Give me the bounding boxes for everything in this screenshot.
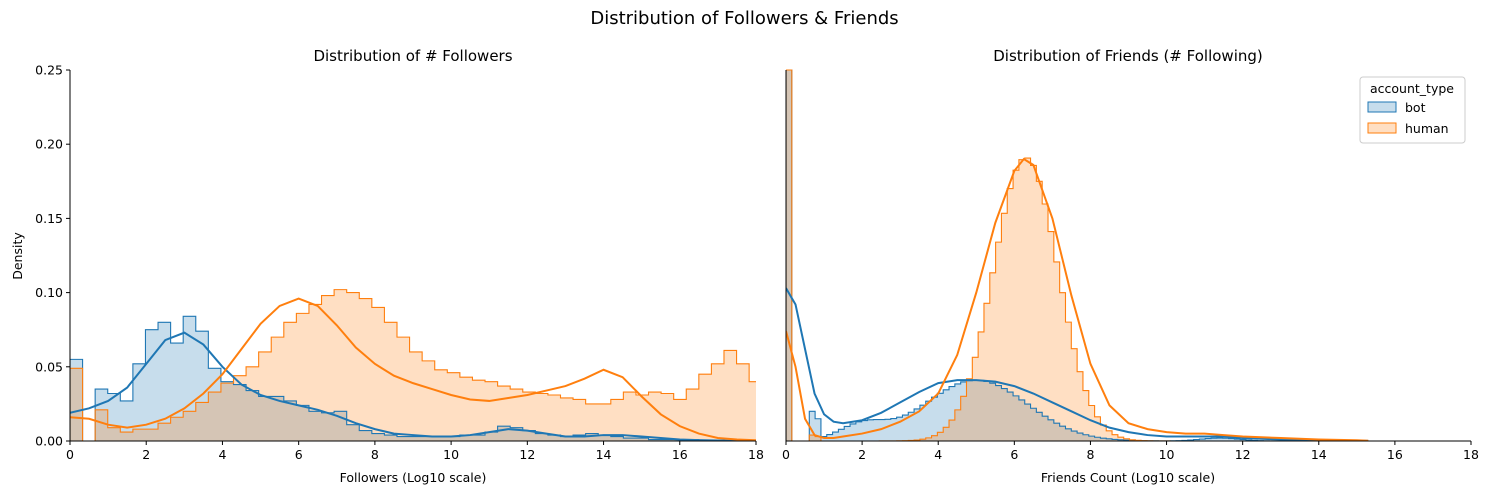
friends-x-tick-label: 18 — [1463, 447, 1479, 462]
followers-x-tick-label: 0 — [66, 447, 74, 462]
friends-panel-title: Distribution of Friends (# Following) — [993, 47, 1263, 65]
figure-suptitle: Distribution of Followers & Friends — [590, 8, 898, 29]
friends-x-tick-label: 12 — [1235, 447, 1251, 462]
followers-hist-fill-human — [70, 289, 756, 441]
followers-x-tick-label: 6 — [295, 447, 303, 462]
panel-friends: Distribution of Friends (# Following) Fr… — [782, 47, 1479, 485]
followers-y-tick-label: 0.15 — [35, 211, 63, 226]
followers-x-axis-label: Followers (Log10 scale) — [340, 470, 487, 485]
friends-kde-line-human — [786, 157, 1369, 441]
followers-hist-fill-bot — [70, 316, 750, 441]
friends-kde-line-bot — [786, 287, 1369, 441]
friends-x-tick-label: 16 — [1387, 447, 1403, 462]
followers-hist-outline-human — [70, 289, 756, 441]
legend-swatch-bot — [1367, 101, 1397, 113]
followers-x-tick-label: 8 — [371, 447, 379, 462]
followers-y-tick-label: 0.25 — [35, 63, 63, 78]
followers-x-tick-label: 12 — [519, 447, 535, 462]
friends-x-tick-label: 8 — [1086, 447, 1094, 462]
legend-title: account_type — [1370, 81, 1454, 96]
legend: account_type bot human — [1359, 76, 1466, 144]
followers-y-tick-label: 0.20 — [35, 137, 63, 152]
friends-x-tick-label: 14 — [1311, 447, 1327, 462]
followers-plot-area: 0 2 4 6 8 10 12 14 16 18 0.00 0.05 0.10 0.15 0.20 0.25 — [35, 63, 764, 463]
followers-y-tick-label: 0.00 — [35, 434, 63, 449]
followers-hist-outline-bot — [70, 315, 750, 441]
friends-x-axis-label: Friends Count (Log10 scale) — [1041, 470, 1215, 485]
friends-x-tick-label: 2 — [858, 447, 866, 462]
followers-kde-line-bot — [70, 331, 756, 441]
legend-swatch-human — [1367, 122, 1397, 134]
friends-plot-area: 0 2 4 6 8 10 12 14 16 18 — [782, 69, 1479, 462]
legend-label-bot: bot — [1405, 100, 1426, 115]
legend-label-human: human — [1405, 121, 1449, 136]
panel-followers: Distribution of # Followers Followers (L… — [10, 47, 764, 485]
legend-frame — [1359, 76, 1466, 144]
followers-kde-line-human — [70, 297, 756, 441]
followers-x-tick-label: 10 — [443, 447, 459, 462]
followers-panel-title: Distribution of # Followers — [313, 47, 512, 65]
followers-x-tick-label: 16 — [672, 447, 688, 462]
friends-x-tick-label: 0 — [782, 447, 790, 462]
followers-x-tick-label: 4 — [218, 447, 226, 462]
friends-x-tick-label: 4 — [934, 447, 942, 462]
friends-hist-fill-human — [786, 70, 1369, 441]
followers-y-tick-label: 0.10 — [35, 285, 63, 300]
friends-x-tick-label: 10 — [1159, 447, 1175, 462]
followers-x-tick-label: 2 — [142, 447, 150, 462]
followers-y-tick-label: 0.05 — [35, 359, 63, 374]
friends-x-tick-label: 6 — [1010, 447, 1018, 462]
followers-x-tick-label: 18 — [748, 447, 764, 462]
followers-x-tick-label: 14 — [596, 447, 612, 462]
followers-y-axis-label: Density — [10, 232, 25, 280]
friends-hist-outline-bot — [786, 69, 1369, 441]
